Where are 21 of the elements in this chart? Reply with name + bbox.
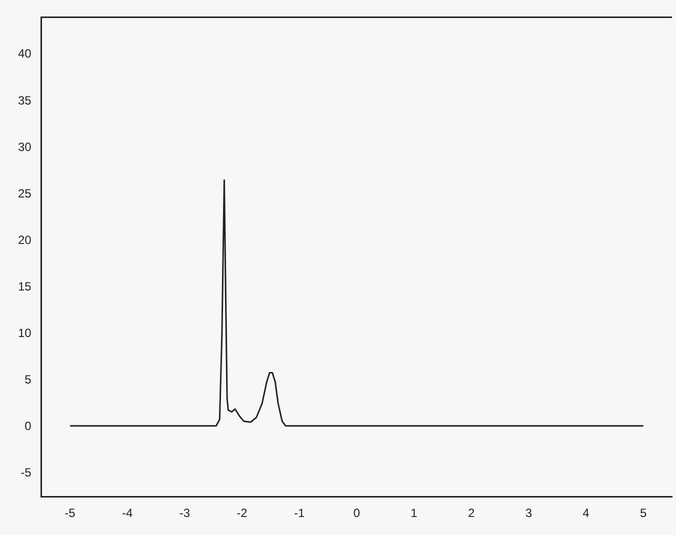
x-tick-label: 3: [525, 506, 532, 520]
y-tick-label: 20: [18, 232, 32, 247]
x-tick-label: 0: [353, 506, 360, 520]
y-tick-label: 40: [18, 46, 32, 61]
x-tick-label: -4: [122, 506, 134, 520]
y-tick-label: 10: [18, 326, 32, 340]
y-tick-label: 25: [18, 186, 32, 200]
x-tick-label: -1: [294, 506, 305, 520]
y-tick-label: 15: [18, 279, 32, 294]
x-tick-label: -2: [236, 506, 248, 520]
x-tick-label: -3: [179, 506, 190, 520]
x-tick-label: -5: [64, 506, 76, 520]
x-tick-label: 2: [468, 506, 475, 520]
x-tick-label: 5: [640, 506, 647, 520]
y-tick-label: 0: [24, 419, 32, 434]
y-tick-label: 35: [18, 93, 32, 108]
y-tick-label: 5: [24, 372, 32, 387]
y-tick-label: 30: [18, 140, 32, 154]
x-tick-label: 1: [410, 506, 418, 520]
y-tick-label: -5: [20, 466, 32, 480]
x-tick-label: 4: [582, 506, 590, 520]
